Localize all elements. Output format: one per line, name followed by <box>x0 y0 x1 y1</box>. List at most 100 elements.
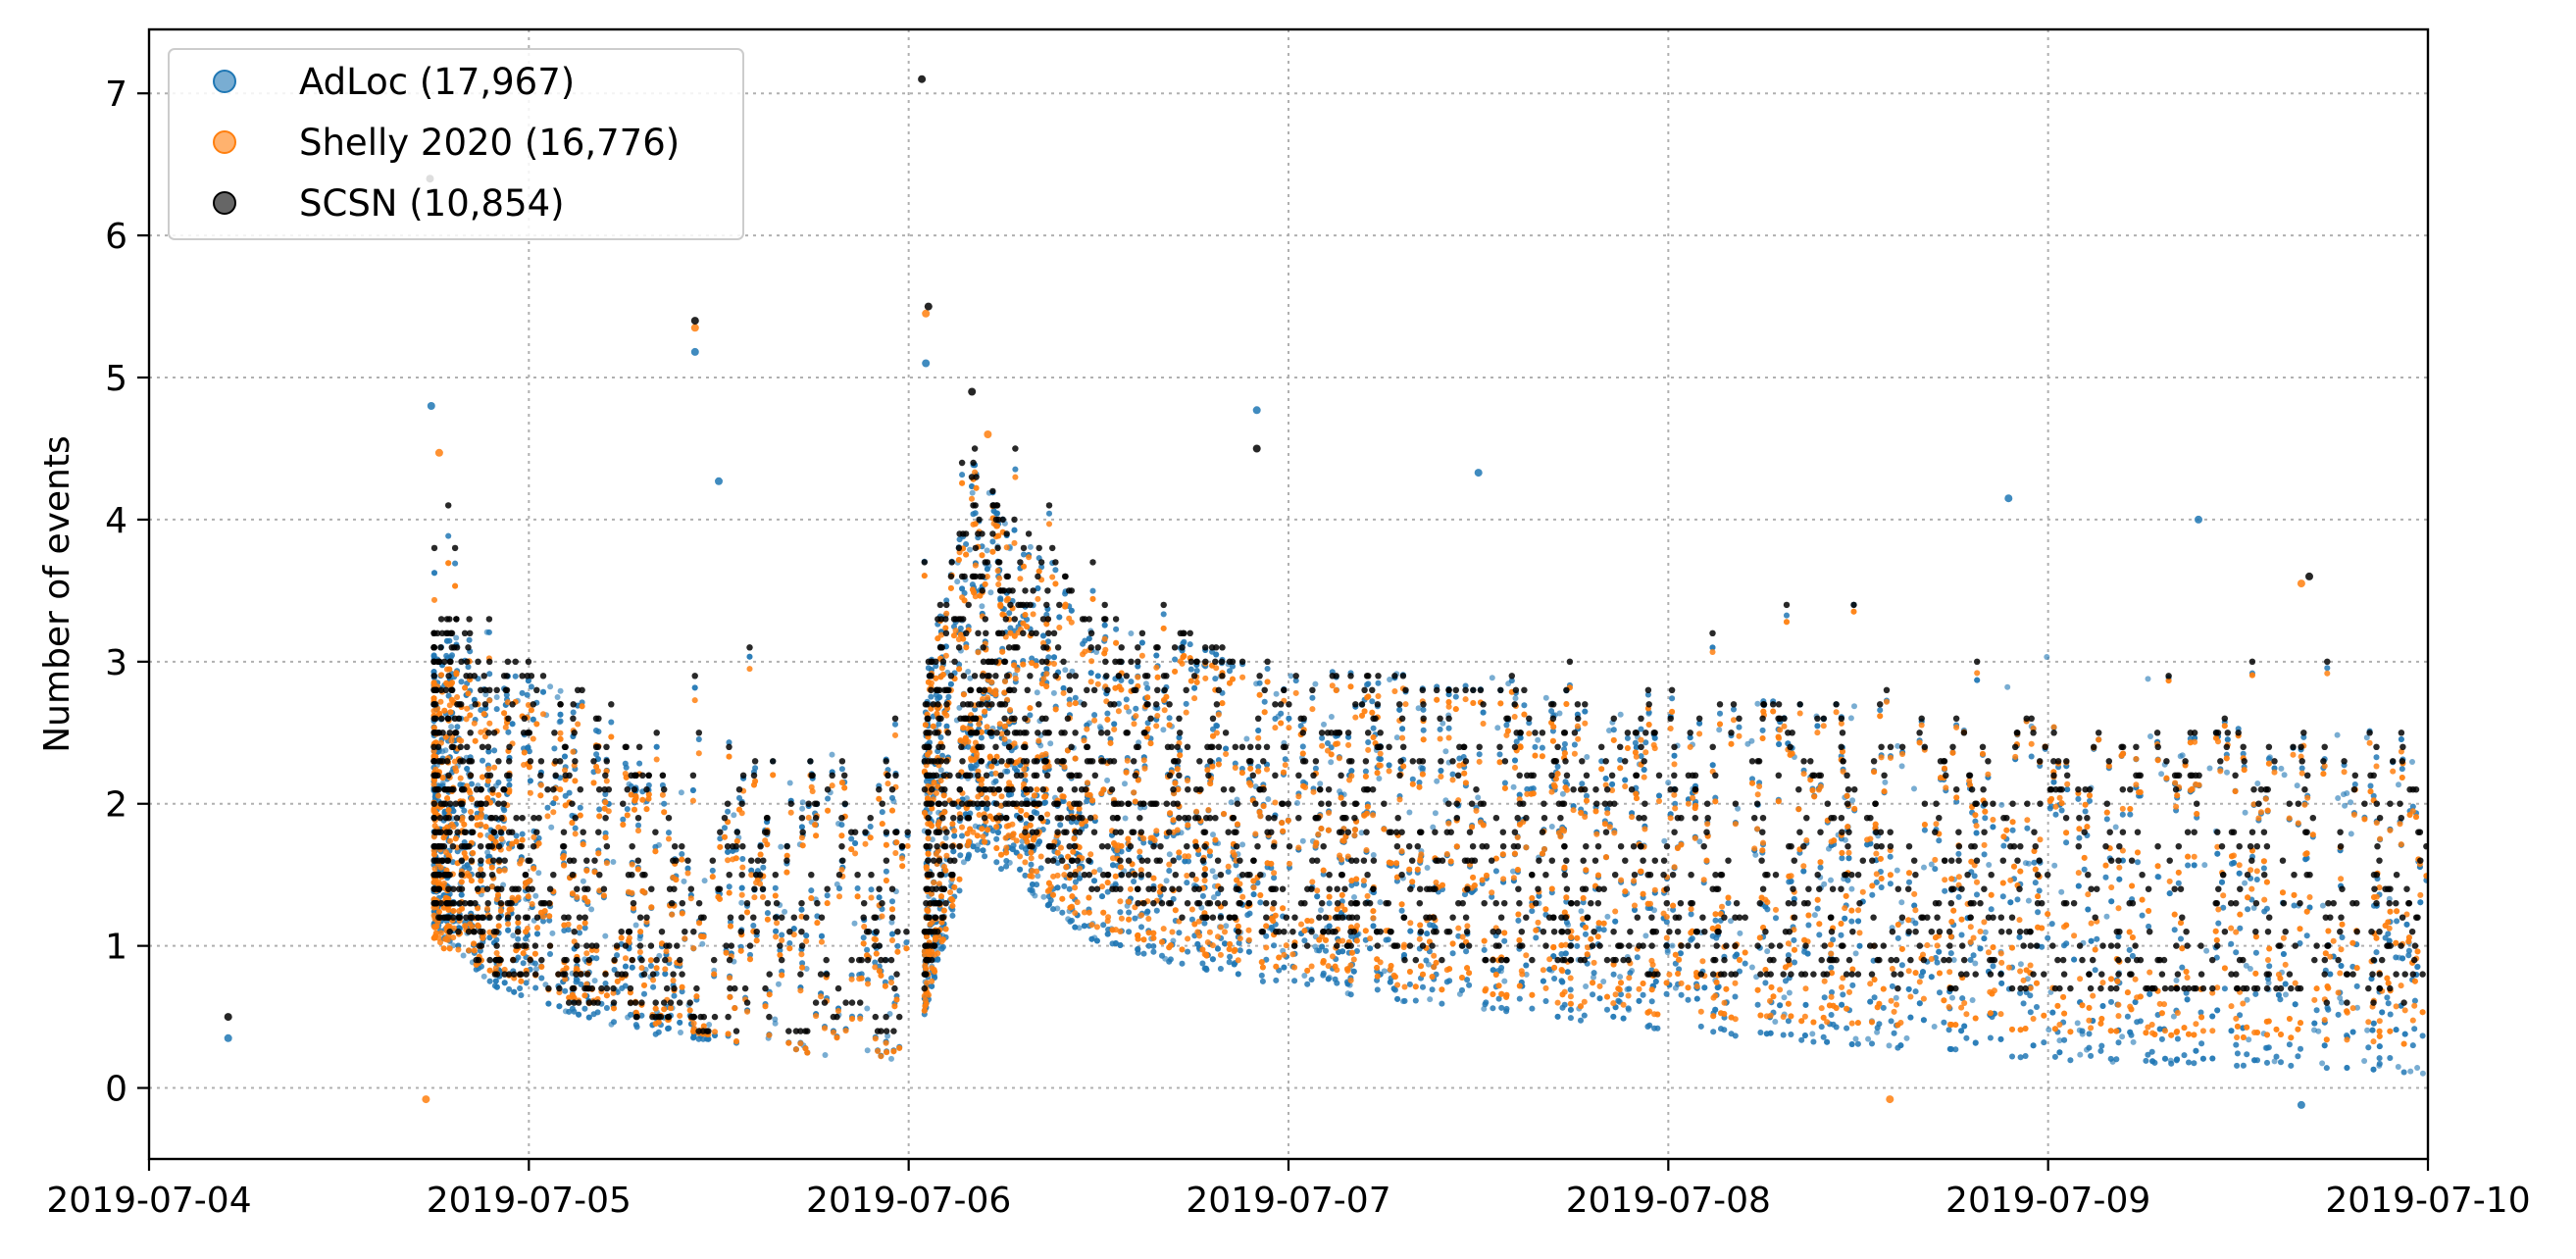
data-point <box>2364 1027 2371 1033</box>
data-point <box>1878 884 1885 890</box>
data-point <box>2185 862 2192 869</box>
data-point <box>458 679 465 685</box>
data-point <box>2271 1058 2278 1065</box>
data-point <box>2399 766 2405 773</box>
data-point <box>636 760 643 767</box>
data-point <box>1150 948 1157 955</box>
data-point <box>1898 899 1905 906</box>
data-point <box>1199 960 1206 967</box>
data-point <box>1228 799 1235 806</box>
data-point <box>1122 815 1129 822</box>
data-point <box>517 985 524 991</box>
data-point <box>1062 667 1069 674</box>
data-point <box>1937 989 1943 996</box>
data-point <box>1578 908 1585 915</box>
data-point <box>2009 827 2016 833</box>
data-point <box>1104 777 1111 783</box>
data-point <box>1150 943 1157 949</box>
data-point <box>2348 799 2354 806</box>
data-point <box>2046 1027 2052 1033</box>
data-point <box>1318 907 1324 914</box>
data-point <box>2034 1004 2040 1010</box>
data-point <box>602 932 609 939</box>
data-point <box>520 960 527 967</box>
data-point <box>1754 700 1761 707</box>
data-point <box>557 718 564 725</box>
data-point <box>1301 937 1308 944</box>
data-point <box>2250 905 2257 911</box>
data-point <box>1381 968 1388 975</box>
data-point <box>772 884 779 891</box>
data-point <box>864 1047 871 1054</box>
data-point <box>1663 990 1670 997</box>
data-point <box>1374 986 1381 993</box>
data-point <box>608 719 615 726</box>
data-point <box>1532 743 1539 750</box>
data-point <box>993 859 1000 866</box>
data-point <box>2014 896 2021 903</box>
data-point <box>2298 1045 2303 1052</box>
data-point <box>1089 587 1096 594</box>
data-point <box>2051 1053 2058 1060</box>
data-point <box>1104 710 1111 717</box>
data-point <box>1440 720 1446 727</box>
data-point <box>1257 899 1264 906</box>
data-point <box>1261 698 1268 705</box>
data-point <box>1848 918 1855 925</box>
data-point <box>1969 997 1976 1003</box>
data-point <box>1759 727 1766 733</box>
data-point <box>2224 769 2230 776</box>
data-point <box>671 992 678 999</box>
data-point <box>1521 702 1528 709</box>
data-point <box>2273 1053 2280 1060</box>
data-point <box>1988 906 1995 913</box>
data-point <box>848 835 855 842</box>
data-point <box>1209 868 1216 875</box>
data-point <box>2056 1037 2063 1044</box>
data-point <box>1906 879 1912 885</box>
data-point <box>2103 913 2110 920</box>
data-point <box>1496 751 1503 758</box>
data-point <box>1871 994 1878 1001</box>
data-point <box>2025 860 2032 867</box>
data-point <box>889 794 895 801</box>
data-point <box>596 806 603 813</box>
data-point <box>1142 680 1149 687</box>
data-point <box>1135 946 1141 953</box>
data-point <box>1742 960 1748 967</box>
data-point <box>764 910 771 917</box>
data-point <box>1737 930 1743 936</box>
data-point <box>1554 763 1561 770</box>
data-point <box>442 747 449 754</box>
data-point <box>975 842 981 849</box>
data-point <box>1893 994 1899 1001</box>
data-point <box>1947 950 1954 957</box>
data-point <box>2113 1056 2120 1063</box>
data-point <box>2323 1065 2330 1072</box>
data-point <box>1728 918 1734 925</box>
data-point <box>2337 994 2344 1001</box>
data-point <box>538 975 545 982</box>
data-point <box>799 799 806 806</box>
data-point <box>1848 885 1855 892</box>
data-point <box>1949 994 1955 1001</box>
data-point <box>2400 1069 2407 1076</box>
data-point <box>1912 988 1919 995</box>
data-point <box>1661 837 1668 844</box>
data-point <box>829 751 835 758</box>
data-point <box>523 980 530 986</box>
data-point <box>2263 1044 2270 1051</box>
data-point <box>453 634 460 641</box>
data-point <box>577 804 583 811</box>
data-point <box>661 800 668 807</box>
data-point <box>1159 952 1165 959</box>
data-point <box>2283 991 2289 998</box>
data-point <box>851 920 858 927</box>
data-point <box>2044 654 2050 660</box>
data-point <box>1523 971 1530 978</box>
data-point <box>935 721 942 728</box>
data-point <box>1420 706 1427 713</box>
data-point <box>1140 950 1147 957</box>
data-point <box>2291 902 2298 909</box>
data-point <box>2244 996 2250 1003</box>
